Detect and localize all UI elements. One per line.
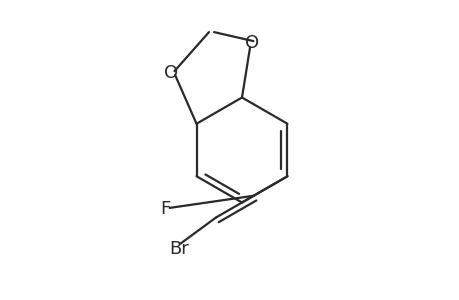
Text: Br: Br <box>169 240 189 258</box>
Text: O: O <box>164 64 178 82</box>
Text: O: O <box>245 34 259 52</box>
Text: F: F <box>160 200 170 217</box>
